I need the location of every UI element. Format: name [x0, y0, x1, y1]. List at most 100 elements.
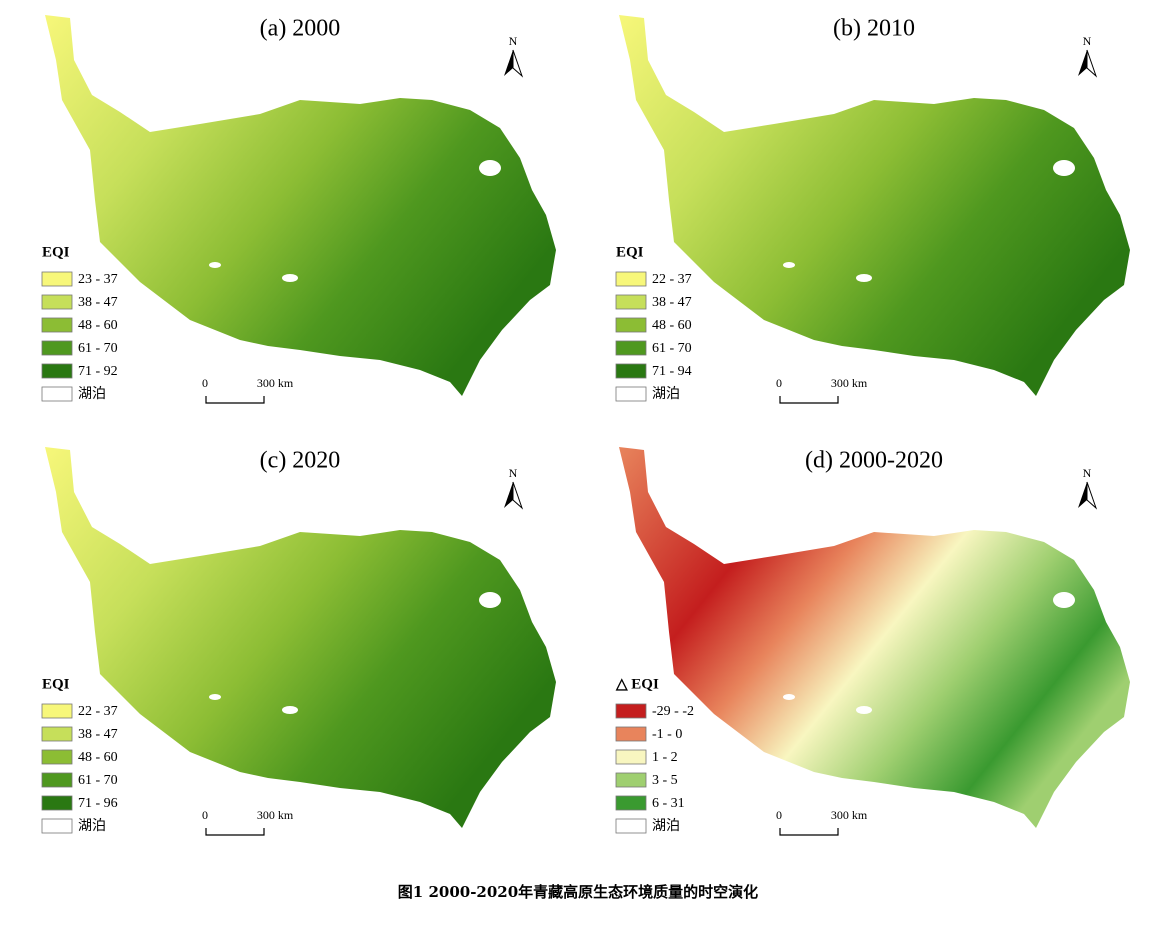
plateau: [45, 447, 556, 828]
legend-label: 61 - 70: [652, 341, 692, 356]
legend-swatch: [615, 340, 647, 356]
legend-label: 1 - 2: [652, 750, 678, 765]
legend-swatch: [615, 749, 647, 765]
north-label: N: [1083, 34, 1092, 48]
north-label: N: [509, 466, 518, 480]
legend-label: 38 - 47: [652, 295, 692, 310]
legend-swatch: [41, 386, 73, 402]
north-arrow: [1086, 481, 1098, 510]
legend-swatch: [41, 772, 73, 788]
legend-swatch: [41, 363, 73, 379]
legend-title: EQI: [42, 676, 70, 692]
plateau: [45, 15, 556, 396]
legend-label: 38 - 47: [78, 295, 118, 310]
panel-title: (d) 2000-2020: [805, 448, 943, 474]
legend-swatch: [41, 294, 73, 310]
legend-swatch: [41, 317, 73, 333]
lake: [209, 694, 221, 700]
north-arrow: [1078, 50, 1087, 76]
lake: [282, 706, 298, 714]
scale-label: 300 km: [831, 376, 868, 390]
lake: [1053, 160, 1075, 176]
scale-label: 0: [776, 808, 782, 822]
legend-label: 48 - 60: [652, 318, 692, 333]
legend-label: -1 - 0: [652, 727, 682, 742]
north-arrow: [504, 50, 513, 76]
legend-swatch: [615, 363, 647, 379]
legend-swatch: [615, 294, 647, 310]
legend-swatch: [615, 795, 647, 811]
scale-label: 0: [202, 376, 208, 390]
legend-label: 38 - 47: [78, 727, 118, 742]
legend-title: EQI: [616, 244, 644, 260]
legend-swatch: [615, 726, 647, 742]
legend-swatch: [615, 703, 647, 719]
scale-label: 300 km: [257, 376, 294, 390]
legend-label: 61 - 70: [78, 341, 118, 356]
legend-swatch: [41, 703, 73, 719]
plateau: [619, 15, 1130, 396]
legend-label: 3 - 5: [652, 773, 678, 788]
legend-swatch: [615, 772, 647, 788]
legend-swatch: [615, 271, 647, 287]
legend-label: 48 - 60: [78, 318, 118, 333]
lake: [209, 262, 221, 268]
legend-label: 湖泊: [652, 818, 680, 834]
map-panel: (b) 2010 N EQI 22 - 37 38 - 47 48 - 60 61 - 70…: [615, 15, 1130, 404]
legend-label: 48 - 60: [78, 750, 118, 765]
scale-bar: [779, 396, 839, 404]
legend-label: 湖泊: [78, 386, 106, 402]
north-arrow: [504, 482, 513, 508]
panel-title: (c) 2020: [260, 448, 341, 474]
scale-label: 300 km: [257, 808, 294, 822]
lake: [1053, 592, 1075, 608]
north-arrow: [1086, 49, 1098, 78]
map-panel: (d) 2000-2020 N △ EQI -29 - -2 -1 - 0 1 - 2 3 …: [615, 447, 1130, 836]
panel-title: (b) 2010: [833, 16, 915, 42]
scale-bar: [205, 396, 265, 404]
legend-label: 71 - 94: [652, 364, 692, 379]
scale-label: 0: [202, 808, 208, 822]
plateau: [619, 447, 1130, 828]
scale-label: 300 km: [831, 808, 868, 822]
lake: [783, 694, 795, 700]
lake: [479, 592, 501, 608]
legend-swatch: [41, 795, 73, 811]
map-panel: (c) 2020 N EQI 22 - 37 38 - 47 48 - 60 61 - 70…: [41, 447, 556, 836]
caption: 图1 2000-2020年青藏高原生态环境质量的时空演化: [398, 883, 758, 901]
lake: [856, 706, 872, 714]
legend-label: 23 - 37: [78, 272, 118, 287]
legend-label: 湖泊: [78, 818, 106, 834]
legend-swatch: [615, 386, 647, 402]
north-arrow: [512, 49, 524, 78]
legend-label: 湖泊: [652, 386, 680, 402]
map-panel: (a) 2000 N EQI 23 - 37 38 - 47 48 - 60 61 - 70…: [41, 15, 556, 404]
north-label: N: [509, 34, 518, 48]
lake: [856, 274, 872, 282]
lake: [479, 160, 501, 176]
scale-bar: [779, 828, 839, 836]
legend-swatch: [41, 271, 73, 287]
legend-label: 71 - 96: [78, 796, 118, 811]
legend-swatch: [615, 317, 647, 333]
legend-title: △ EQI: [615, 676, 659, 692]
legend-swatch: [41, 749, 73, 765]
scale-label: 0: [776, 376, 782, 390]
legend-label: 6 - 31: [652, 796, 685, 811]
scale-bar: [205, 828, 265, 836]
legend-swatch: [41, 340, 73, 356]
north-arrow: [1078, 482, 1087, 508]
legend-label: 61 - 70: [78, 773, 118, 788]
lake: [783, 262, 795, 268]
legend-label: 22 - 37: [78, 704, 118, 719]
legend-label: 71 - 92: [78, 364, 118, 379]
lake: [282, 274, 298, 282]
north-arrow: [512, 481, 524, 510]
legend-label: 22 - 37: [652, 272, 692, 287]
legend-title: EQI: [42, 244, 70, 260]
legend-label: -29 - -2: [652, 704, 694, 719]
north-label: N: [1083, 466, 1092, 480]
legend-swatch: [41, 726, 73, 742]
legend-swatch: [615, 818, 647, 834]
